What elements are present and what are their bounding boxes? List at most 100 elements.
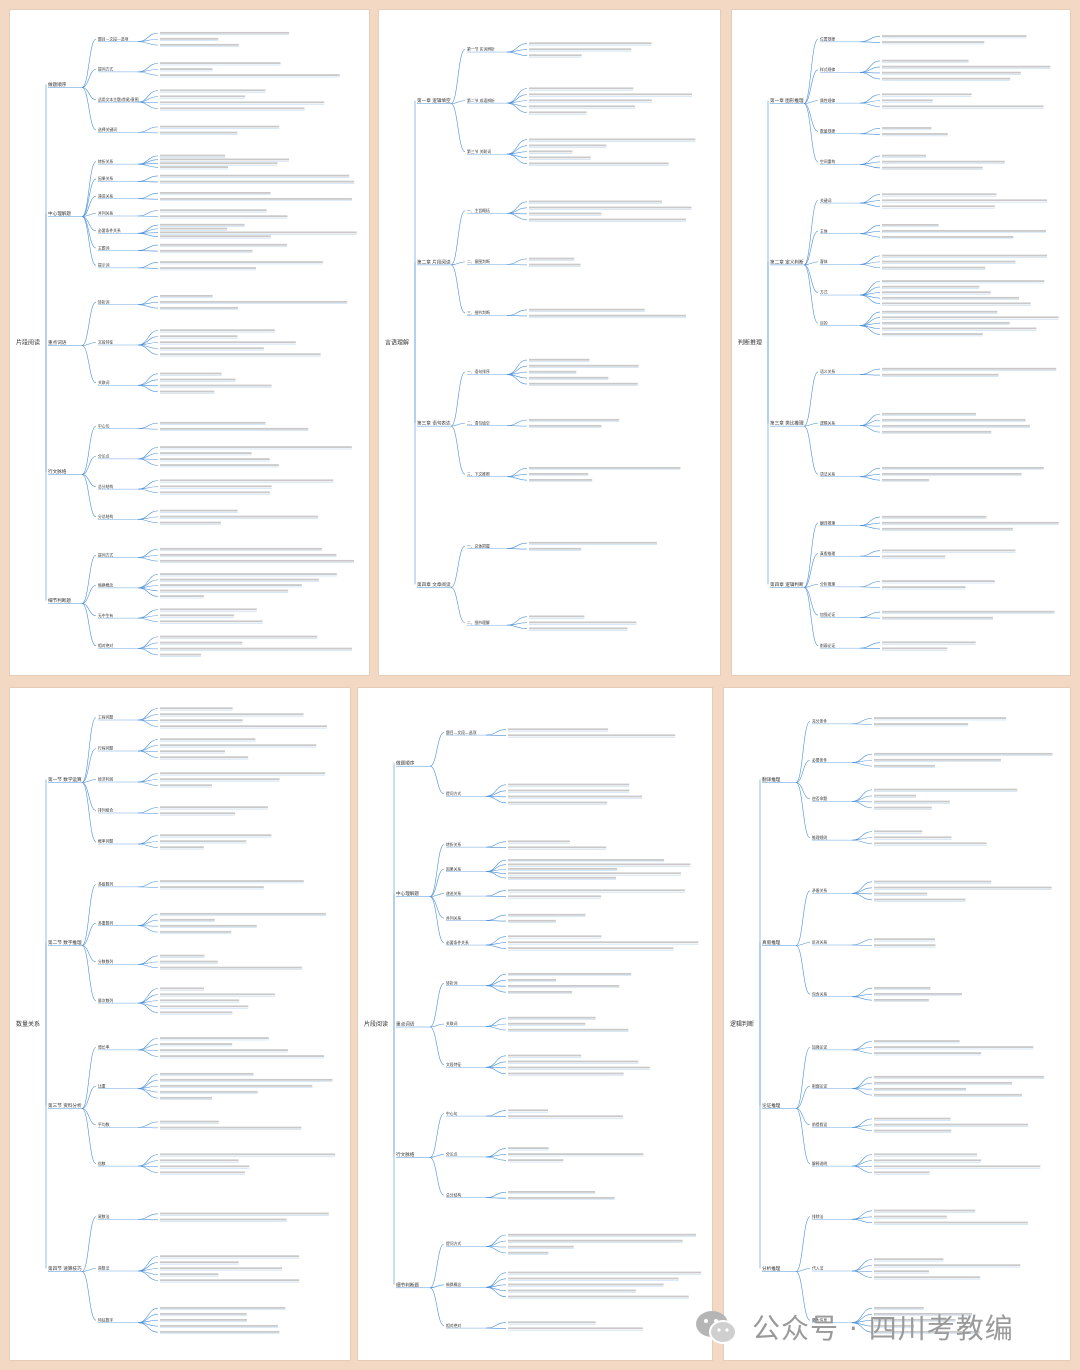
mindmap-item: 首数法: [98, 1266, 110, 1271]
mindmap-item: 适用文本主题/首尾/意图: [98, 97, 139, 102]
mindmap-root: 片段阅读: [16, 339, 40, 347]
mindmap-item: 分析推理: [820, 582, 835, 587]
mindmap-item: 一、总体把握: [467, 543, 490, 548]
mindmap-item: 解释说明: [812, 1161, 827, 1166]
wechat-icon: [696, 1311, 737, 1344]
mindmap-item: 增长率: [98, 1045, 110, 1050]
mindmap-branch: 第四节 速算技巧: [48, 1265, 82, 1272]
mindmap-item: 最大信息: [812, 1317, 827, 1322]
mindmap-item: 题目—文段—选项: [446, 730, 477, 735]
mindmap-item: 尾数法: [98, 1214, 110, 1219]
mindmap-item: 二、细节理解: [467, 620, 490, 625]
mindmap-branch: 行文脉络: [396, 1151, 415, 1158]
mindmap-item: 比重: [98, 1083, 106, 1088]
mindmap-item: 提问方式: [98, 67, 113, 72]
mindmap-branch: 做题顺序: [396, 760, 415, 767]
mindmap-item: 数量规律: [820, 128, 835, 133]
mindmap-branch: 细节判断题: [396, 1281, 419, 1288]
mindmap-item: 分论点: [98, 454, 110, 459]
mindmap-item: 第二节 成语辨析: [467, 98, 495, 103]
mindmap-item: 因果关系: [98, 176, 113, 181]
mindmap-branch: 第三节 资料分析: [48, 1102, 82, 1109]
mindmap-item: 一、语句排序: [467, 369, 490, 374]
mindmap-item: 矛盾关系: [812, 888, 827, 893]
mindmap-item: 倍数: [98, 1161, 106, 1166]
mindmap-item: 幂次数列: [98, 998, 113, 1003]
mindmap-item: 主题词: [98, 245, 110, 250]
mindmap-item: 逆否命题: [812, 796, 827, 801]
mindmap-item: 第三节 关联词: [467, 149, 491, 154]
mindmap-item: 关键词: [820, 198, 832, 203]
mindmap-item: 目的: [820, 320, 828, 325]
mindmap-item: 削弱论证: [812, 1083, 827, 1088]
mindmap-branch: 第一节 数学运算: [48, 776, 82, 783]
mindmap-branch: 中心理解题: [48, 210, 71, 217]
mindmap-branch: 第三章 类比推理: [770, 420, 804, 427]
mindmap-item: 中心句: [98, 423, 110, 428]
mindmap-item: 排列组合: [98, 808, 113, 813]
mindmap-item: 主体: [820, 228, 828, 233]
mindmap-item: 必要条件关系: [98, 228, 121, 233]
mindmap-branch: 分析推理: [762, 1265, 781, 1272]
mindmap-root: 言语理解: [385, 339, 409, 347]
mindmap-item: 工程问题: [98, 715, 113, 720]
mindmap-branch: 做题顺序: [48, 81, 67, 88]
mindmap-branch: 翻译推理: [762, 776, 781, 783]
watermark-text: 公众号 · 四川考教编: [752, 1312, 1014, 1345]
mindmap-item: 加强论证: [812, 1045, 827, 1050]
mindmap-item: 充分条件: [812, 719, 827, 724]
mindmap-panel-3: 判断推理 第一章 图形推理 位置规律 样式规律 属性规律 数量规律 空间重构 第二章 定义判断…: [732, 10, 1070, 675]
mindmap-item: 转折关系: [98, 159, 113, 164]
mindmap-item: 总分结构: [446, 1192, 461, 1197]
mindmap-item: 三、细节判断: [467, 310, 490, 315]
mindmap-item: 转折词: [98, 299, 110, 304]
mindmap-item: 加强论证: [820, 612, 835, 617]
mindmap-item: 文段特征: [98, 340, 113, 345]
mindmap-item: 递进关系: [98, 193, 113, 198]
mindmap-branch: 行文脉络: [48, 468, 67, 475]
mindmap-item: 文段特征: [446, 1062, 461, 1067]
mindmap-item: 属性规律: [820, 98, 835, 103]
mindmap-item: 削弱论证: [820, 643, 835, 648]
watermark: 公众号 · 四川考教编: [692, 1296, 1062, 1358]
mindmap-item: 提问方式: [98, 552, 113, 557]
mindmap-item: 真假推理: [820, 551, 835, 556]
mindmap-panel-4: 数量关系 第一节 数学运算 工程问题 行程问题 经济利润 排列组合 概率问题 第二节 数字推理…: [10, 688, 350, 1360]
mindmap-item: 排除法: [812, 1214, 824, 1219]
mindmap-item: 分论点: [446, 1152, 458, 1157]
mindmap-branch: 第四章 逻辑判断: [770, 581, 804, 588]
mindmap-item: 一、主旨概括: [467, 208, 490, 213]
mindmap-item: 必要条件: [812, 757, 827, 762]
mindmap-item: 位置规律: [820, 37, 835, 42]
mindmap-branch: 细节判断题: [48, 597, 71, 604]
mindmap-panel-1: 片段阅读 做题顺序 题目—文段—选项 提问方式 适用文本主题/首尾/意图 选择关键词 中心理…: [10, 10, 369, 675]
mindmap-panel-6: 逻辑判断 翻译推理 充分条件 必要条件 逆否命题 推理规则 真假推理 矛盾关系 反对关系 包含关系…: [724, 688, 1070, 1360]
mindmap-item: 关联词: [98, 380, 110, 385]
mindmap-item: 必要条件关系: [446, 940, 469, 945]
mindmap-item: 提示词: [98, 263, 110, 268]
mindmap-item: 逻辑关系: [820, 420, 835, 425]
mindmap-branch: 第一章 逻辑填空: [417, 97, 451, 104]
mindmap-item: 相对绝对: [98, 643, 113, 648]
mindmap-branch: 重点词语: [48, 339, 67, 346]
mindmap-item: 语法关系: [820, 471, 835, 476]
mindmap-item: 行程问题: [98, 746, 113, 751]
mindmap-item: 翻译推理: [820, 520, 835, 525]
mindmap-item: 平均数: [98, 1122, 110, 1127]
mindmap-branch: 第二章 片段阅读: [417, 258, 451, 265]
mindmap-item: 题目—文段—选项: [98, 36, 129, 41]
mindmap-branch: 重点词语: [396, 1021, 415, 1028]
mindmap-p5: 片段阅读做题顺序题目—文段—选项提问方式中心理解题转折关系因果关系递进关系并列关…: [364, 728, 702, 1331]
mindmap-item: 经济利润: [98, 777, 113, 782]
mindmap-item: 多级数列: [98, 882, 113, 887]
mindmap-item: 特征数字: [98, 1317, 113, 1322]
mindmap-branch: 论证推理: [762, 1102, 781, 1109]
mindmap-item: 多重数列: [98, 920, 113, 925]
mindmap-item: 第一节 实词辨析: [467, 47, 495, 52]
mindmap-item: 方式: [820, 290, 828, 295]
mindmap-item: 选择关键词: [98, 127, 117, 132]
mindmap-root: 逻辑判断: [730, 1020, 754, 1028]
